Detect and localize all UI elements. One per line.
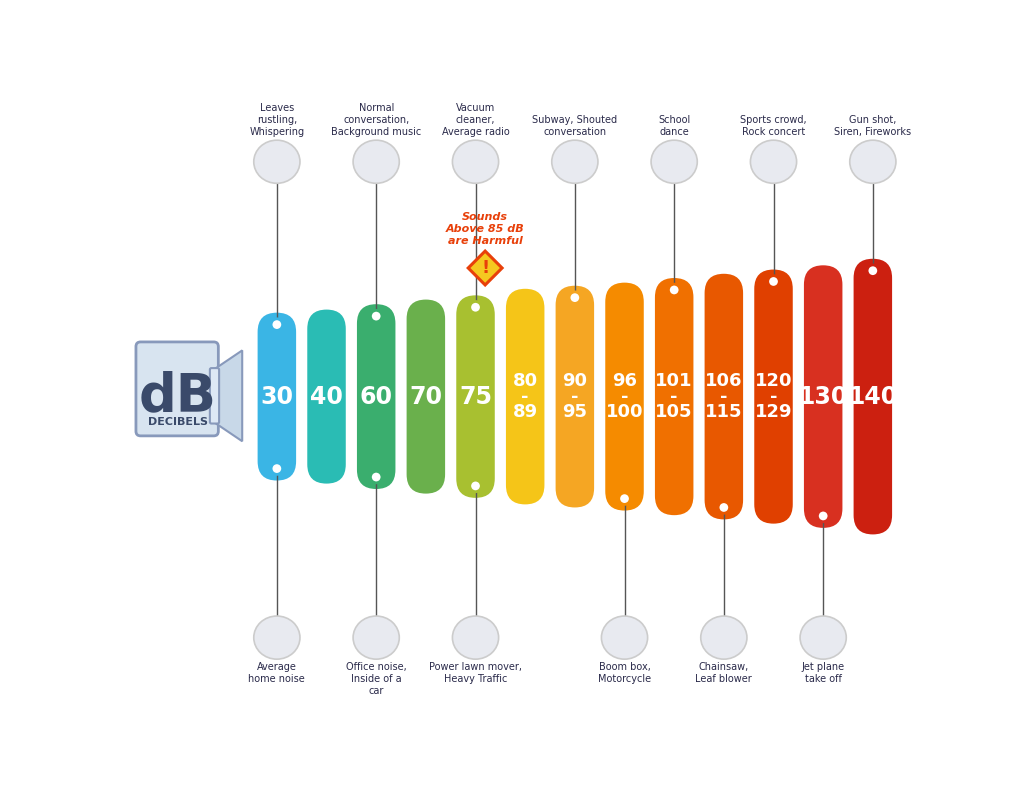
FancyBboxPatch shape — [407, 299, 445, 494]
Circle shape — [470, 480, 481, 492]
Polygon shape — [468, 251, 502, 285]
FancyBboxPatch shape — [136, 342, 218, 436]
Text: Power lawn mover,
Heavy Traffic: Power lawn mover, Heavy Traffic — [429, 662, 522, 685]
FancyBboxPatch shape — [655, 278, 693, 515]
Text: !: ! — [481, 259, 489, 277]
Circle shape — [569, 292, 581, 303]
Text: 60: 60 — [359, 384, 392, 408]
Text: 90
-
95: 90 - 95 — [562, 372, 588, 422]
Text: DECIBELS: DECIBELS — [147, 417, 208, 427]
Circle shape — [470, 302, 481, 313]
Text: 80
-
89: 80 - 89 — [513, 372, 538, 422]
Circle shape — [768, 275, 779, 287]
Text: Sports crowd,
Rock concert: Sports crowd, Rock concert — [740, 115, 807, 137]
Text: 130: 130 — [799, 384, 848, 408]
FancyBboxPatch shape — [357, 304, 395, 489]
FancyBboxPatch shape — [258, 313, 296, 481]
Text: 30: 30 — [260, 384, 293, 408]
Circle shape — [718, 501, 730, 513]
Ellipse shape — [453, 140, 499, 183]
Circle shape — [371, 310, 382, 322]
Text: 106
-
115: 106 - 115 — [706, 372, 742, 422]
Text: Office noise,
Inside of a
car: Office noise, Inside of a car — [346, 662, 407, 696]
Text: Sounds
Above 85 dB
are Harmful: Sounds Above 85 dB are Harmful — [445, 212, 524, 247]
Text: 140: 140 — [848, 384, 897, 408]
Ellipse shape — [453, 616, 499, 659]
Text: 40: 40 — [310, 384, 343, 408]
FancyBboxPatch shape — [307, 310, 346, 484]
Text: Average
home noise: Average home noise — [249, 662, 305, 685]
FancyBboxPatch shape — [556, 286, 594, 508]
Text: Subway, Shouted
conversation: Subway, Shouted conversation — [532, 115, 617, 137]
Text: Vacuum
cleaner,
Average radio: Vacuum cleaner, Average radio — [441, 103, 509, 137]
Text: 70: 70 — [410, 384, 442, 408]
Text: dB: dB — [138, 371, 216, 423]
FancyBboxPatch shape — [755, 270, 793, 524]
FancyBboxPatch shape — [210, 368, 219, 423]
Circle shape — [669, 284, 680, 296]
FancyBboxPatch shape — [457, 295, 495, 498]
FancyBboxPatch shape — [705, 274, 743, 520]
Text: Boom box,
Motorcycle: Boom box, Motorcycle — [598, 662, 651, 685]
Ellipse shape — [700, 616, 746, 659]
Circle shape — [867, 265, 879, 276]
Ellipse shape — [254, 140, 300, 183]
Text: 120
-
129: 120 - 129 — [755, 372, 793, 422]
Text: School
dance: School dance — [658, 115, 690, 137]
Text: Leaves
rustling,
Whispering: Leaves rustling, Whispering — [249, 103, 304, 137]
Ellipse shape — [254, 616, 300, 659]
Text: Jet plane
take off: Jet plane take off — [802, 662, 845, 685]
Ellipse shape — [651, 140, 697, 183]
Text: 96
-
100: 96 - 100 — [606, 372, 643, 422]
Ellipse shape — [850, 140, 896, 183]
FancyBboxPatch shape — [804, 265, 843, 528]
Ellipse shape — [353, 140, 399, 183]
Text: Normal
conversation,
Background music: Normal conversation, Background music — [331, 103, 421, 137]
Text: 75: 75 — [459, 384, 492, 408]
Circle shape — [271, 462, 283, 474]
Ellipse shape — [552, 140, 598, 183]
FancyBboxPatch shape — [506, 289, 545, 505]
Circle shape — [817, 510, 829, 521]
Ellipse shape — [601, 616, 647, 659]
Circle shape — [618, 493, 631, 505]
Circle shape — [371, 471, 382, 483]
Text: Chainsaw,
Leaf blower: Chainsaw, Leaf blower — [695, 662, 753, 685]
Text: Gun shot,
Siren, Fireworks: Gun shot, Siren, Fireworks — [835, 115, 911, 137]
FancyBboxPatch shape — [854, 259, 892, 534]
FancyBboxPatch shape — [605, 283, 644, 510]
Ellipse shape — [751, 140, 797, 183]
Polygon shape — [214, 350, 243, 441]
Circle shape — [271, 319, 283, 330]
Text: 101
-
105: 101 - 105 — [655, 372, 693, 422]
Ellipse shape — [353, 616, 399, 659]
Ellipse shape — [800, 616, 846, 659]
